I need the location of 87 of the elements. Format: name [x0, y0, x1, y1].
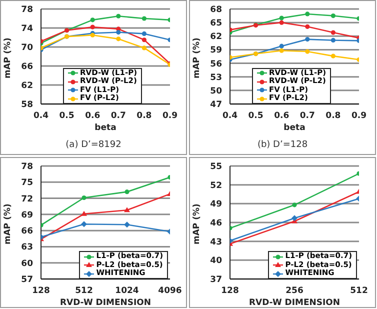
point: [330, 54, 336, 58]
line-series: [41, 175, 170, 228]
point: [142, 46, 146, 50]
y-axis-title: mAP (%): [3, 203, 14, 244]
y-tick-label: 62: [21, 81, 34, 92]
y-axis-title: mAP (%): [3, 37, 14, 78]
y-tick-label: 40: [210, 256, 222, 266]
point: [81, 221, 87, 228]
y-tick-label: 74: [21, 24, 34, 34]
x-axis-title: beta: [94, 123, 117, 133]
y-axis-title: mAP (%): [192, 37, 202, 78]
point: [142, 16, 146, 21]
point: [305, 12, 310, 16]
point: [305, 37, 310, 42]
x-tick-label: 512: [75, 286, 93, 296]
point: [305, 24, 310, 29]
y-tick-label: 57: [21, 275, 34, 286]
point: [279, 44, 284, 48]
y-axis-title: mAP (%): [192, 203, 202, 244]
y-tick-label: 69: [21, 210, 34, 220]
y-tick-label: 49: [210, 200, 222, 210]
x-tick-label: 0.6: [274, 111, 290, 122]
text: (a) D’=8192: [64, 139, 122, 152]
point: [142, 38, 146, 42]
y-tick-label: 75: [21, 178, 34, 188]
x-tick-label: 0.7: [110, 111, 126, 122]
y-tick-label: 65: [210, 18, 222, 29]
point: [330, 30, 336, 35]
y-tick-label: 78: [21, 5, 34, 16]
point: [81, 210, 87, 216]
y-tick-label: 47: [210, 100, 222, 110]
y-tick-label: 53: [210, 72, 222, 83]
y-tick-label: 46: [210, 218, 222, 229]
y-tick-label: 70: [21, 43, 34, 54]
y-tick-label: 60: [21, 258, 34, 269]
point: [142, 31, 146, 36]
y-tick-label: 37: [210, 275, 222, 286]
x-tick-label: 0.4: [33, 111, 49, 122]
line-series: [230, 48, 359, 62]
point: [82, 195, 86, 200]
y-tick-label: 62: [210, 32, 222, 42]
y-tick-label: 63: [21, 242, 34, 253]
x-tick-label: 128: [221, 286, 239, 296]
y-tick-label: 56: [210, 59, 222, 70]
y-tick-label: 78: [21, 162, 34, 172]
text: (b) D’=128: [256, 139, 309, 152]
x-tick-label: 4096: [158, 286, 182, 296]
x-tick-label: 0.8: [326, 111, 341, 122]
x-tick-label: 1024: [115, 286, 139, 296]
x-tick-label: 0.5: [248, 111, 264, 122]
y-tick-label: 68: [210, 5, 222, 16]
y-tick-label: 50: [210, 86, 222, 96]
x-tick-label: 0.9: [162, 111, 178, 122]
x-tick-label: 0.7: [300, 111, 316, 122]
x-tick-label: 0.8: [136, 111, 152, 122]
y-tick-label: 55: [210, 162, 222, 172]
y-tick-label: 52: [210, 180, 222, 191]
point: [305, 49, 310, 54]
x-tick-label: 0.5: [59, 111, 74, 122]
y-tick-label: 66: [21, 226, 34, 237]
point: [279, 16, 284, 20]
x-tick-label: 0.6: [85, 111, 100, 122]
x-axis-title: RVD-W DIMENSION: [60, 298, 152, 308]
y-tick-label: 59: [210, 46, 222, 56]
x-axis-title: RVD-W DIMENSION: [248, 298, 340, 308]
point: [279, 20, 284, 25]
y-tick-label: 58: [21, 100, 34, 110]
point: [90, 24, 95, 30]
y-tick-label: 66: [21, 62, 34, 72]
point: [279, 48, 284, 53]
y-tick-label: 43: [210, 237, 222, 248]
point: [124, 190, 130, 194]
point: [124, 207, 130, 212]
point: [90, 18, 95, 22]
x-tick-label: 0.9: [351, 111, 367, 122]
x-tick-label: 256: [286, 286, 304, 296]
point: [124, 222, 130, 228]
point: [330, 38, 336, 43]
point: [330, 13, 336, 18]
point: [116, 36, 121, 42]
x-tick-label: 128: [32, 286, 50, 296]
y-tick-label: 72: [21, 194, 34, 204]
x-tick-label: 0.4: [222, 111, 238, 122]
point: [116, 14, 121, 18]
point: [116, 30, 121, 35]
x-axis-title: beta: [284, 123, 306, 133]
x-tick-label: 512: [350, 286, 368, 296]
